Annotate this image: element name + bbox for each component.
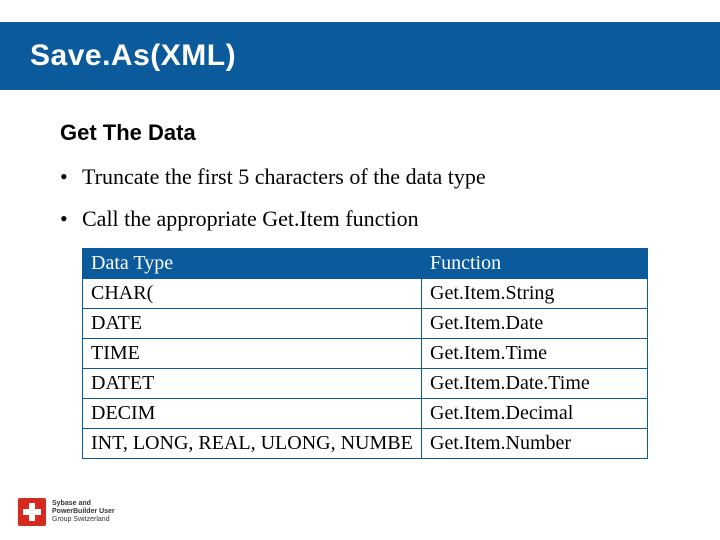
- cell-datatype: INT, LONG, REAL, ULONG, NUMBE: [83, 429, 422, 459]
- slide-title: Save.As(XML): [30, 39, 236, 73]
- cell-function: Get.Item.Number: [422, 429, 648, 459]
- type-function-table: Data Type Function CHAR( Get.Item.String…: [82, 248, 648, 459]
- title-band: Save.As(XML): [0, 22, 720, 90]
- bullet-item: Truncate the first 5 characters of the d…: [60, 164, 680, 190]
- table-row: CHAR( Get.Item.String: [83, 279, 648, 309]
- cell-datatype: TIME: [83, 339, 422, 369]
- section-subtitle: Get The Data: [60, 120, 680, 146]
- footer-logo: Sybase and PowerBuilder User Group Switz…: [18, 498, 115, 526]
- cell-function: Get.Item.Decimal: [422, 399, 648, 429]
- cell-datatype: DATE: [83, 309, 422, 339]
- footer-line: PowerBuilder User: [52, 508, 115, 516]
- table-header-row: Data Type Function: [83, 249, 648, 279]
- content-area: Get The Data Truncate the first 5 charac…: [60, 120, 680, 459]
- bullet-item: Call the appropriate Get.Item function: [60, 206, 680, 232]
- table-row: INT, LONG, REAL, ULONG, NUMBE Get.Item.N…: [83, 429, 648, 459]
- cell-function: Get.Item.Date.Time: [422, 369, 648, 399]
- footer-logo-text: Sybase and PowerBuilder User Group Switz…: [52, 500, 115, 524]
- swiss-flag-icon: [18, 498, 46, 526]
- footer-line: Group Switzerland: [52, 516, 115, 524]
- table-header-datatype: Data Type: [83, 249, 422, 279]
- cell-function: Get.Item.Time: [422, 339, 648, 369]
- cell-function: Get.Item.String: [422, 279, 648, 309]
- table-row: TIME Get.Item.Time: [83, 339, 648, 369]
- cell-function: Get.Item.Date: [422, 309, 648, 339]
- table-header-function: Function: [422, 249, 648, 279]
- cell-datatype: DECIM: [83, 399, 422, 429]
- table-row: DATET Get.Item.Date.Time: [83, 369, 648, 399]
- table-row: DECIM Get.Item.Decimal: [83, 399, 648, 429]
- table-row: DATE Get.Item.Date: [83, 309, 648, 339]
- data-table: Data Type Function CHAR( Get.Item.String…: [82, 248, 648, 459]
- slide: Save.As(XML) Get The Data Truncate the f…: [0, 0, 720, 540]
- cell-datatype: CHAR(: [83, 279, 422, 309]
- footer-line: Sybase and: [52, 500, 115, 508]
- cell-datatype: DATET: [83, 369, 422, 399]
